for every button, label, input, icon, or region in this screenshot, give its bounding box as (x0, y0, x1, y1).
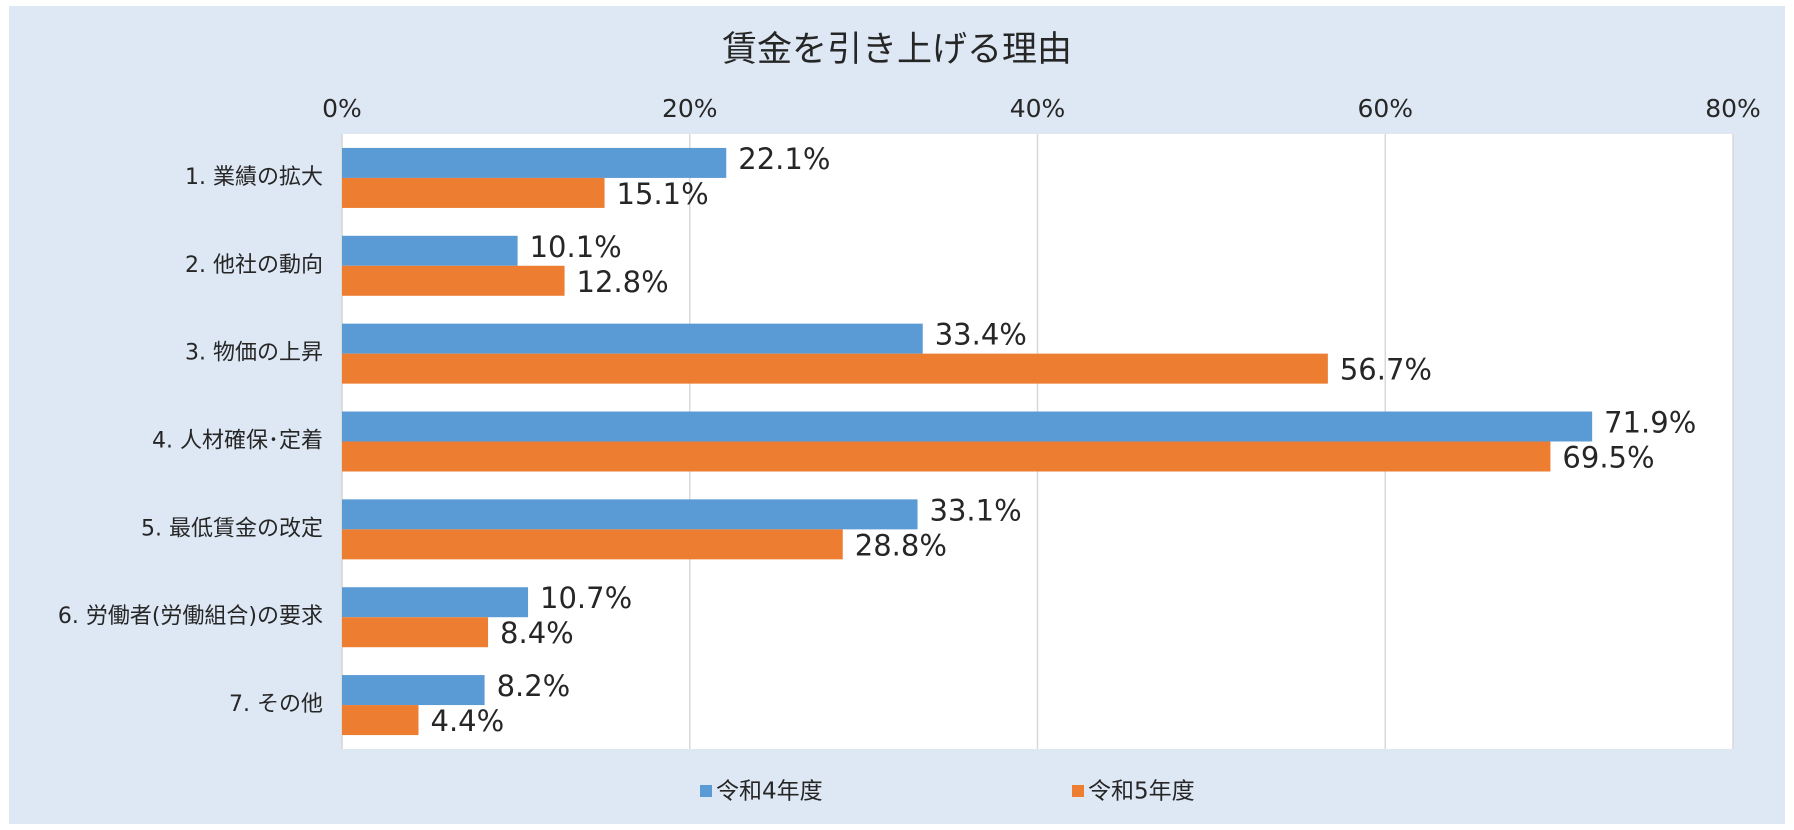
data-label: 56.7% (1340, 353, 1432, 387)
x-tick-label: 80% (1705, 94, 1761, 123)
x-tick-label: 0% (322, 94, 362, 123)
legend-swatch (700, 785, 712, 797)
data-label: 71.9% (1604, 406, 1696, 440)
bar (342, 235, 518, 266)
x-tick-label: 20% (662, 94, 718, 123)
data-label: 15.1% (617, 177, 709, 211)
bar (342, 411, 1593, 442)
data-label: 12.8% (577, 265, 669, 299)
y-tick-label: 7. その他 (229, 692, 323, 717)
bar (342, 265, 565, 296)
bar (342, 441, 1551, 472)
data-label: 28.8% (855, 528, 947, 562)
bar (342, 705, 419, 736)
data-label: 8.2% (497, 669, 571, 703)
data-label: 33.4% (935, 318, 1027, 352)
y-tick-label: 1. 業績の拡大 (185, 165, 323, 190)
y-tick-label: 2. 他社の動向 (185, 253, 323, 278)
data-label: 8.4% (500, 616, 574, 650)
data-label: 33.1% (930, 493, 1022, 527)
chart-title: 賃金を引き上げる理由 (722, 30, 1072, 70)
y-tick-label: 3. 物価の上昇 (185, 341, 323, 366)
bar (342, 147, 727, 178)
x-tick-label: 40% (1010, 94, 1066, 123)
data-label: 10.1% (530, 230, 622, 264)
y-tick-label: 6. 労働者(労働組合)の要求 (58, 604, 323, 629)
bar (342, 177, 605, 208)
data-label: 22.1% (738, 142, 830, 176)
bar (342, 323, 923, 354)
bar (342, 529, 843, 560)
y-tick-label: 5. 最低賃金の改定 (141, 516, 323, 541)
bar (342, 499, 918, 530)
data-label: 10.7% (540, 581, 632, 615)
y-tick-label: 4. 人材確保･定着 (152, 429, 323, 454)
legend-swatch (1072, 785, 1084, 797)
data-label: 69.5% (1562, 441, 1654, 475)
x-tick-label: 60% (1357, 94, 1413, 123)
bar (342, 675, 485, 706)
bar (342, 587, 529, 618)
bar (342, 617, 489, 648)
bar (342, 353, 1328, 384)
legend-label: 令和5年度 (1088, 779, 1195, 805)
legend-label: 令和4年度 (716, 779, 823, 805)
data-label: 4.4% (431, 704, 505, 738)
